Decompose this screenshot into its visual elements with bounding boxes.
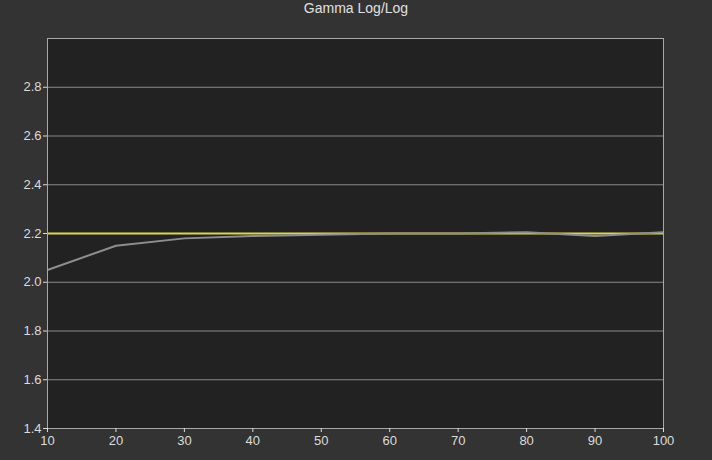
svg-text:2.8: 2.8 bbox=[23, 79, 41, 94]
svg-text:90: 90 bbox=[588, 433, 602, 448]
svg-text:70: 70 bbox=[451, 433, 465, 448]
svg-text:40: 40 bbox=[246, 433, 260, 448]
svg-text:100: 100 bbox=[653, 433, 675, 448]
svg-text:2.6: 2.6 bbox=[23, 128, 41, 143]
svg-text:1.6: 1.6 bbox=[23, 372, 41, 387]
svg-text:10: 10 bbox=[40, 433, 54, 448]
svg-text:60: 60 bbox=[382, 433, 396, 448]
svg-text:50: 50 bbox=[314, 433, 328, 448]
svg-text:1.8: 1.8 bbox=[23, 323, 41, 338]
svg-text:2.2: 2.2 bbox=[23, 226, 41, 241]
svg-text:2.4: 2.4 bbox=[23, 177, 41, 192]
svg-text:1.4: 1.4 bbox=[23, 421, 41, 436]
svg-text:20: 20 bbox=[109, 433, 123, 448]
svg-text:80: 80 bbox=[519, 433, 533, 448]
svg-text:30: 30 bbox=[177, 433, 191, 448]
html-text:Gamma Log/Log: Gamma Log/Log bbox=[303, 0, 409, 16]
svg-text:2.0: 2.0 bbox=[23, 274, 41, 289]
